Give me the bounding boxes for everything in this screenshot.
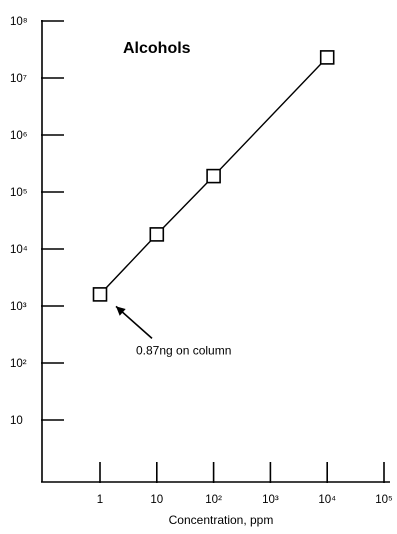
data-point-marker [149, 227, 165, 242]
x-axis-label: Concentration, ppm [169, 513, 274, 527]
chart-title: Alcohols [123, 40, 191, 57]
y-tick-label: 10⁴ [10, 244, 28, 256]
y-tick-label: 10² [10, 358, 27, 370]
x-tick-label: 10 [150, 494, 163, 506]
series-layer [92, 50, 335, 302]
y-tick-label: 10⁸ [10, 16, 28, 28]
x-tick-label: 1 [97, 494, 103, 506]
y-tick-label: 10³ [10, 301, 27, 313]
data-point-marker [206, 168, 221, 184]
x-tick-label: 10³ [262, 494, 279, 506]
annotation-layer: 0.87ng on column [115, 305, 231, 357]
data-point-marker [319, 50, 335, 65]
data-point-marker [92, 287, 108, 302]
y-tick-label: 10⁶ [10, 130, 28, 142]
annotation-arrow-head [116, 306, 126, 316]
x-axis-ticks: 1 10 10² 10³ 10⁴ 10⁵ [97, 462, 393, 506]
y-tick-label: 10 [10, 415, 23, 427]
y-axis-ticks: 10 10² 10³ 10⁴ 10⁵ 10⁶ 10⁷ 10⁸ [10, 16, 64, 427]
x-tick-label: 10⁴ [318, 494, 336, 506]
annotation-label: 0.87ng on column [136, 343, 231, 357]
x-tick-label: 10⁵ [375, 494, 393, 506]
x-tick-label: 10² [205, 494, 222, 506]
y-tick-label: 10⁷ [10, 73, 27, 85]
series-line [99, 56, 328, 295]
y-tick-label: 10⁵ [10, 187, 28, 199]
